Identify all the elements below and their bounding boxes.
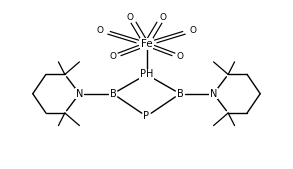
Text: B: B <box>110 89 116 99</box>
Text: O: O <box>177 52 183 61</box>
Text: Fe: Fe <box>141 39 152 49</box>
Text: N: N <box>76 89 83 99</box>
Text: O: O <box>127 13 134 22</box>
Text: O: O <box>96 26 103 34</box>
Text: O: O <box>159 13 166 22</box>
Text: O: O <box>190 26 197 34</box>
Text: P: P <box>144 111 149 121</box>
Text: PH: PH <box>140 69 153 79</box>
Text: B: B <box>177 89 183 99</box>
Text: N: N <box>210 89 217 99</box>
Text: O: O <box>110 52 116 61</box>
